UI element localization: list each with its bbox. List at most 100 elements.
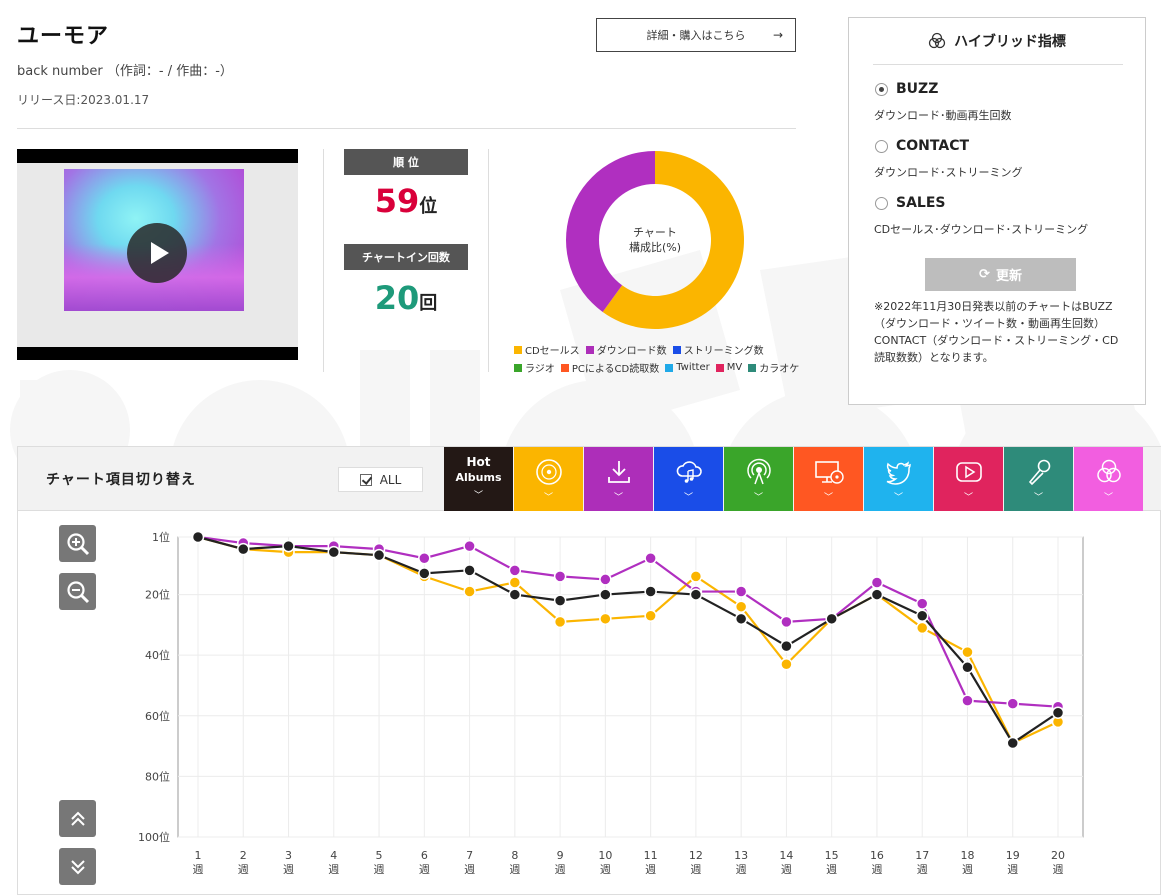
- data-point[interactable]: [463, 585, 476, 598]
- data-point[interactable]: [644, 609, 657, 623]
- data-point[interactable]: [237, 542, 250, 556]
- chevron-down-icon: ﹀: [963, 493, 973, 503]
- data-point[interactable]: [418, 551, 431, 565]
- data-point[interactable]: [418, 567, 431, 580]
- data-point[interactable]: [644, 551, 657, 565]
- chart-switch-bar: チャート項目切り替え ALL Hot Albums ﹀ ﹀ ﹀ ﹀: [18, 447, 1161, 511]
- data-point[interactable]: [734, 585, 748, 598]
- radio-selected-icon[interactable]: [875, 82, 888, 96]
- buy-button[interactable]: 詳細・購入はこちら →: [596, 18, 796, 52]
- legend-label: PCによるCD読取数: [571, 364, 660, 375]
- cat-pc-cd[interactable]: ﹀: [794, 447, 863, 511]
- data-point[interactable]: [191, 530, 205, 544]
- data-point[interactable]: [282, 539, 295, 553]
- radio-icon: [742, 457, 776, 487]
- update-button[interactable]: ⟳ 更新: [925, 258, 1076, 291]
- data-point[interactable]: [734, 600, 748, 613]
- option-contact[interactable]: CONTACT: [875, 138, 969, 154]
- scroll-bottom-button[interactable]: [59, 848, 96, 885]
- legend-label: ストリーミング数: [683, 346, 764, 357]
- x-tick-label: 10 週: [598, 849, 612, 876]
- data-point[interactable]: [915, 621, 929, 635]
- play-icon[interactable]: [127, 223, 187, 283]
- data-point[interactable]: [508, 576, 522, 589]
- legend-label: ラジオ: [525, 364, 555, 375]
- legend-swatch: [748, 363, 757, 372]
- legend-label: MV: [726, 362, 743, 373]
- data-point[interactable]: [463, 564, 476, 577]
- legend-label: Twitter: [676, 362, 710, 373]
- data-point[interactable]: [689, 588, 703, 601]
- x-tick-label: 12 週: [689, 849, 703, 876]
- option-buzz[interactable]: BUZZ: [875, 81, 938, 97]
- data-point[interactable]: [327, 545, 341, 559]
- data-point[interactable]: [825, 612, 838, 626]
- chevron-down-icon: ﹀: [543, 493, 553, 503]
- data-point[interactable]: [780, 658, 793, 671]
- data-point[interactable]: [961, 661, 974, 674]
- cat-hot-albums[interactable]: Hot Albums ﹀: [444, 447, 513, 511]
- rank-label: 順 位: [344, 149, 468, 175]
- cat-download[interactable]: ﹀: [584, 447, 653, 511]
- legend-item: ダウンロード数: [585, 342, 667, 357]
- data-point[interactable]: [599, 573, 612, 586]
- data-point[interactable]: [553, 594, 567, 607]
- donut-slice: [602, 151, 744, 329]
- data-point[interactable]: [961, 645, 974, 659]
- data-point[interactable]: [372, 548, 386, 562]
- option-sales[interactable]: SALES: [875, 195, 946, 211]
- data-point[interactable]: [780, 615, 793, 629]
- data-point[interactable]: [961, 694, 974, 707]
- song-title: ユーモア: [17, 24, 110, 49]
- cat-streaming[interactable]: ﹀: [654, 447, 723, 511]
- option-sales-desc: CDセールス･ダウンロード･ストリーミング: [874, 223, 1089, 236]
- data-point[interactable]: [553, 570, 567, 583]
- zoom-out-button[interactable]: [59, 573, 96, 610]
- radio-icon[interactable]: [875, 139, 888, 153]
- data-point[interactable]: [1006, 736, 1019, 750]
- data-point[interactable]: [1051, 706, 1065, 720]
- cat-mv[interactable]: ﹀: [934, 447, 1003, 511]
- y-tick-label: 100位: [138, 830, 170, 844]
- data-point[interactable]: [553, 615, 567, 629]
- data-point[interactable]: [508, 564, 522, 577]
- plot-area: [177, 536, 1084, 838]
- cat-karaoke[interactable]: ﹀: [1004, 447, 1073, 511]
- data-point[interactable]: [599, 588, 612, 601]
- cat-radio[interactable]: ﹀: [724, 447, 793, 511]
- donut-slice: [566, 151, 655, 313]
- rank-unit: 位: [419, 196, 438, 217]
- chevron-down-icon: ﹀: [1103, 493, 1113, 503]
- legend-swatch: [672, 345, 681, 354]
- data-point[interactable]: [915, 609, 929, 623]
- data-point[interactable]: [870, 576, 884, 589]
- checkbox-checked-icon[interactable]: [359, 473, 372, 486]
- hybrid-icon: [1092, 457, 1126, 487]
- all-toggle-label: ALL: [379, 472, 402, 487]
- data-point[interactable]: [1006, 697, 1019, 710]
- x-tick-label: 15 週: [825, 849, 839, 876]
- cd-icon: [532, 457, 566, 487]
- scroll-top-button[interactable]: [59, 800, 96, 837]
- data-point[interactable]: [734, 612, 748, 626]
- data-point[interactable]: [915, 597, 929, 610]
- cat-twitter[interactable]: ﹀: [864, 447, 933, 511]
- data-point[interactable]: [599, 612, 612, 626]
- cat-cd[interactable]: ﹀: [514, 447, 583, 511]
- zoom-in-button[interactable]: [59, 525, 96, 562]
- video-player[interactable]: [17, 149, 298, 360]
- all-toggle[interactable]: ALL: [338, 467, 423, 492]
- data-point[interactable]: [780, 639, 793, 653]
- data-point[interactable]: [870, 588, 884, 601]
- data-point[interactable]: [508, 588, 522, 601]
- radio-icon[interactable]: [875, 196, 888, 210]
- cat-hybrid[interactable]: ﹀: [1074, 447, 1143, 511]
- data-point[interactable]: [644, 585, 657, 598]
- data-point[interactable]: [689, 570, 703, 583]
- data-point[interactable]: [463, 539, 476, 553]
